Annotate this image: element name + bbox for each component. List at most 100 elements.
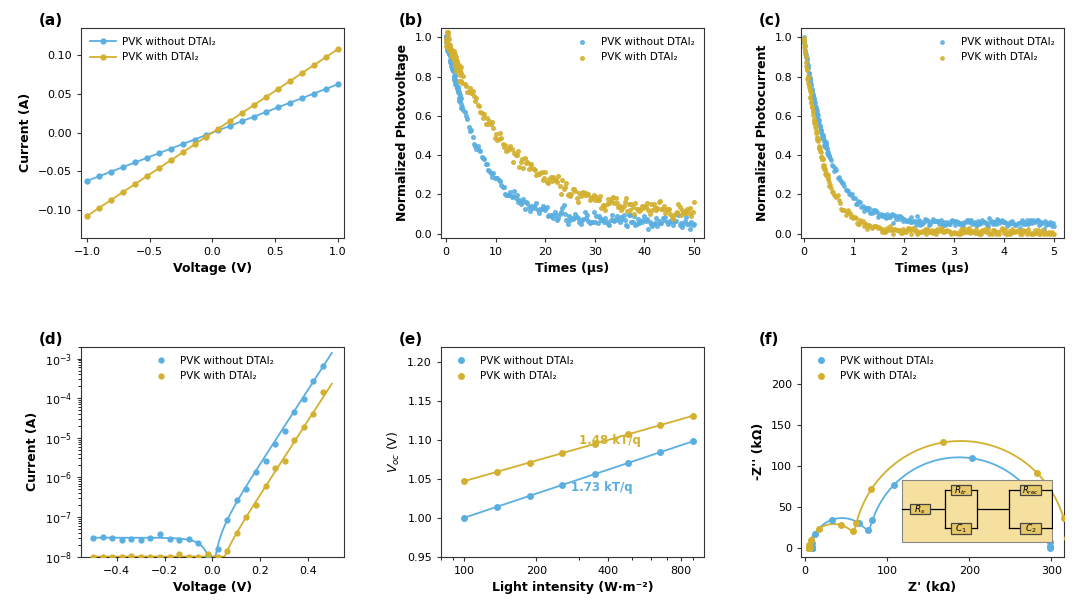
PVK without DTAI₂	[579, 210, 596, 220]
PVK with DTAI₂	[504, 157, 522, 167]
PVK without DTAI₂	[555, 200, 572, 210]
Y-axis label: Current (A): Current (A)	[19, 93, 32, 172]
PVK without DTAI₂	[926, 216, 943, 226]
PVK without DTAI₂	[860, 205, 877, 215]
PVK with DTAI₂	[446, 49, 463, 58]
PVK without DTAI₂	[1043, 544, 1056, 551]
PVK without DTAI₂	[86, 534, 99, 541]
PVK with DTAI₂	[960, 223, 977, 233]
PVK without DTAI₂	[594, 215, 611, 225]
PVK without DTAI₂	[811, 122, 828, 132]
PVK with DTAI₂	[866, 221, 883, 231]
PVK with DTAI₂	[820, 170, 837, 180]
PVK with DTAI₂	[880, 225, 897, 235]
PVK without DTAI₂	[1039, 220, 1056, 229]
PVK without DTAI₂	[828, 165, 846, 175]
PVK with DTAI₂	[1028, 229, 1045, 239]
PVK with DTAI₂	[630, 204, 647, 214]
PVK without DTAI₂	[640, 216, 658, 226]
PVK with DTAI₂	[800, 80, 818, 90]
PVK without DTAI₂	[999, 221, 1016, 231]
PVK with DTAI₂	[953, 224, 970, 234]
PVK with DTAI₂	[921, 228, 939, 237]
PVK without DTAI₂	[491, 176, 509, 186]
PVK without DTAI₂	[934, 220, 951, 230]
PVK with DTAI₂	[446, 54, 463, 64]
PVK without DTAI₂	[93, 173, 106, 180]
PVK without DTAI₂	[901, 215, 918, 225]
PVK with DTAI₂	[842, 212, 860, 221]
PVK with DTAI₂	[805, 116, 822, 126]
PVK without DTAI₂	[545, 207, 563, 216]
PVK with DTAI₂	[883, 225, 901, 235]
PVK without DTAI₂	[152, 149, 165, 157]
PVK without DTAI₂	[606, 216, 623, 226]
PVK with DTAI₂	[981, 229, 998, 239]
PVK with DTAI₂	[805, 107, 822, 117]
PVK with DTAI₂	[579, 190, 596, 200]
PVK with DTAI₂	[283, 77, 296, 85]
PVK with DTAI₂	[537, 167, 554, 177]
PVK without DTAI₂	[510, 197, 527, 207]
PVK without DTAI₂	[563, 213, 580, 223]
PVK with DTAI₂	[530, 170, 548, 180]
PVK without DTAI₂	[684, 221, 701, 231]
PVK without DTAI₂	[637, 216, 654, 226]
PVK with DTAI₂	[441, 46, 458, 55]
PVK without DTAI₂	[942, 216, 959, 226]
PVK with DTAI₂	[876, 227, 893, 237]
PVK without DTAI₂	[648, 213, 665, 223]
PVK with DTAI₂	[856, 219, 874, 229]
PVK with DTAI₂	[812, 153, 829, 162]
PVK with DTAI₂	[538, 177, 555, 186]
PVK with DTAI₂	[448, 63, 465, 73]
PVK without DTAI₂	[634, 215, 651, 225]
PVK without DTAI₂	[519, 202, 537, 212]
PVK without DTAI₂	[611, 217, 629, 227]
PVK with DTAI₂	[316, 389, 329, 396]
PVK with DTAI₂	[997, 224, 1014, 234]
PVK without DTAI₂	[920, 220, 937, 230]
PVK without DTAI₂	[202, 553, 215, 560]
PVK without DTAI₂	[608, 211, 625, 221]
PVK without DTAI₂	[631, 218, 648, 228]
PVK with DTAI₂	[618, 193, 635, 203]
PVK without DTAI₂	[613, 214, 631, 224]
PVK with DTAI₂	[657, 208, 674, 218]
PVK without DTAI₂	[649, 221, 666, 231]
PVK without DTAI₂	[852, 197, 869, 207]
PVK with DTAI₂	[202, 550, 215, 558]
PVK without DTAI₂	[481, 165, 498, 175]
PVK with DTAI₂	[442, 42, 459, 52]
PVK without DTAI₂	[1035, 224, 1052, 234]
PVK with DTAI₂	[522, 159, 539, 169]
PVK without DTAI₂	[893, 213, 910, 223]
PVK with DTAI₂	[662, 209, 679, 219]
PVK with DTAI₂	[802, 545, 815, 552]
PVK with DTAI₂	[626, 198, 644, 208]
PVK without DTAI₂	[836, 181, 853, 191]
PVK without DTAI₂	[796, 45, 813, 55]
PVK without DTAI₂	[646, 218, 663, 228]
PVK without DTAI₂	[966, 217, 983, 227]
PVK with DTAI₂	[453, 68, 470, 78]
PVK without DTAI₂	[484, 172, 501, 182]
PVK without DTAI₂	[624, 218, 642, 228]
PVK with DTAI₂	[561, 189, 578, 199]
PVK with DTAI₂	[438, 41, 456, 50]
PVK without DTAI₂	[818, 143, 835, 153]
PVK with DTAI₂	[905, 223, 922, 233]
PVK without DTAI₂	[680, 219, 698, 229]
PVK without DTAI₂	[437, 38, 455, 47]
PVK without DTAI₂	[125, 535, 138, 542]
PVK without DTAI₂	[454, 103, 471, 113]
Y-axis label: Normalized Photovoltage: Normalized Photovoltage	[395, 44, 408, 221]
PVK without DTAI₂	[888, 214, 905, 224]
PVK with DTAI₂	[1009, 225, 1026, 235]
PVK without DTAI₂	[444, 64, 461, 74]
PVK with DTAI₂	[869, 223, 887, 233]
PVK with DTAI₂	[867, 221, 885, 231]
PVK with DTAI₂	[840, 208, 858, 218]
PVK with DTAI₂	[802, 544, 815, 552]
PVK with DTAI₂	[1020, 224, 1037, 234]
